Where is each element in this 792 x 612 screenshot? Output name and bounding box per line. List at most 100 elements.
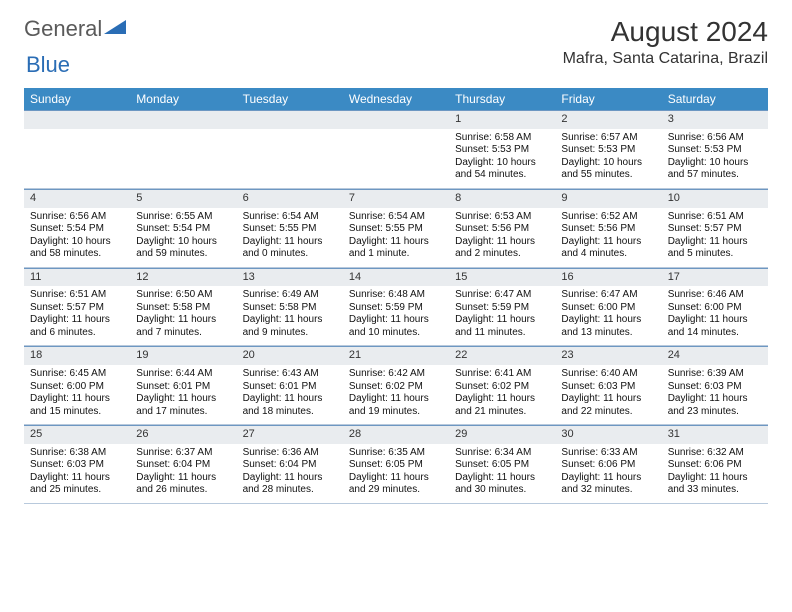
- daylight-text: Daylight: 10 hours and 57 minutes.: [668, 157, 762, 182]
- sunrise-text: Sunrise: 6:52 AM: [561, 211, 655, 224]
- day-cell: 14 Sunrise: 6:48 AMSunset: 5:59 PMDayligh…: [343, 267, 449, 346]
- day-cell: 2 Sunrise: 6:57 AMSunset: 5:53 PMDaylight…: [555, 110, 661, 188]
- daylight-text: Daylight: 11 hours and 1 minute.: [349, 236, 443, 261]
- week-row: 25Sunrise: 6:38 AMSunset: 6:03 PMDayligh…: [24, 425, 768, 504]
- daylight-text: Daylight: 11 hours and 10 minutes.: [349, 314, 443, 339]
- day-number: 22: [449, 346, 555, 365]
- daylight-text: Daylight: 11 hours and 14 minutes.: [668, 314, 762, 339]
- day-cell: 13Sunrise: 6:49 AMSunset: 5:58 PMDayligh…: [237, 267, 343, 346]
- day-number: [24, 110, 130, 129]
- sunset-text: Sunset: 6:06 PM: [668, 459, 762, 472]
- day-number: 2: [555, 110, 661, 129]
- day-number: 14: [343, 268, 449, 287]
- day-cell: 9Sunrise: 6:52 AMSunset: 5:56 PMDaylight…: [555, 188, 661, 267]
- day-details: Sunrise: 6:37 AMSunset: 6:04 PMDaylight:…: [136, 447, 230, 497]
- sunset-text: Sunset: 6:06 PM: [561, 459, 655, 472]
- daylight-text: Daylight: 11 hours and 17 minutes.: [136, 393, 230, 418]
- day-number: 8: [449, 189, 555, 208]
- day-cell: 22Sunrise: 6:41 AMSunset: 6:02 PMDayligh…: [449, 346, 555, 425]
- sunrise-text: Sunrise: 6:44 AM: [136, 368, 230, 381]
- day-details: Sunrise: 6:53 AMSunset: 5:56 PMDaylight:…: [455, 211, 549, 261]
- day-details: Sunrise: 6:47 AMSunset: 5:59 PMDaylight:…: [455, 289, 549, 339]
- day-cell: 16 Sunrise: 6:47 AMSunset: 6:00 PMDayligh…: [555, 267, 661, 346]
- sunrise-text: Sunrise: 6:40 AM: [561, 368, 655, 381]
- daylight-text: Daylight: 11 hours and 30 minutes.: [455, 472, 549, 497]
- day-number: 9: [555, 189, 661, 208]
- day-number: 21: [343, 346, 449, 365]
- day-number: 4: [24, 189, 130, 208]
- sunrise-text: Sunrise: 6:38 AM: [30, 447, 124, 460]
- sunset-text: Sunset: 5:56 PM: [455, 223, 549, 236]
- day-number: 6: [237, 189, 343, 208]
- day-details: Sunrise: 6:38 AMSunset: 6:03 PMDaylight:…: [30, 447, 124, 497]
- day-number: 16: [555, 268, 661, 287]
- sunrise-text: Sunrise: 6:51 AM: [30, 289, 124, 302]
- day-details: Sunrise: 6:42 AMSunset: 6:02 PMDaylight:…: [349, 368, 443, 418]
- daylight-text: Daylight: 10 hours and 54 minutes.: [455, 157, 549, 182]
- col-sunday: Sunday: [24, 88, 130, 110]
- day-details: Sunrise: 6:40 AMSunset: 6:03 PMDaylight:…: [561, 368, 655, 418]
- day-details: Sunrise: 6:36 AMSunset: 6:04 PMDaylight:…: [243, 447, 337, 497]
- day-details: Sunrise: 6:39 AMSunset: 6:03 PMDaylight:…: [668, 368, 762, 418]
- day-cell: 28Sunrise: 6:35 AMSunset: 6:05 PMDayligh…: [343, 425, 449, 504]
- day-details: Sunrise: 6:50 AMSunset: 5:58 PMDaylight:…: [136, 289, 230, 339]
- daylight-text: Daylight: 11 hours and 32 minutes.: [561, 472, 655, 497]
- day-details: Sunrise: 6:47 AMSunset: 6:00 PMDaylight:…: [561, 289, 655, 339]
- sunset-text: Sunset: 6:03 PM: [30, 459, 124, 472]
- day-cell: 29Sunrise: 6:34 AMSunset: 6:05 PMDayligh…: [449, 425, 555, 504]
- col-saturday: Saturday: [662, 88, 768, 110]
- daylight-text: Daylight: 11 hours and 6 minutes.: [30, 314, 124, 339]
- day-number: 25: [24, 425, 130, 444]
- day-number: 7: [343, 189, 449, 208]
- day-cell: 7Sunrise: 6:54 AMSunset: 5:55 PMDaylight…: [343, 188, 449, 267]
- sunrise-text: Sunrise: 6:39 AM: [668, 368, 762, 381]
- sunrise-text: Sunrise: 6:42 AM: [349, 368, 443, 381]
- day-cell: [237, 110, 343, 188]
- day-number: 12: [130, 268, 236, 287]
- day-number: 3: [662, 110, 768, 129]
- day-details: Sunrise: 6:58 AMSunset: 5:53 PMDaylight:…: [455, 132, 549, 182]
- day-cell: 10Sunrise: 6:51 AMSunset: 5:57 PMDayligh…: [662, 188, 768, 267]
- day-number: 20: [237, 346, 343, 365]
- daylight-text: Daylight: 11 hours and 2 minutes.: [455, 236, 549, 261]
- daylight-text: Daylight: 11 hours and 22 minutes.: [561, 393, 655, 418]
- daylight-text: Daylight: 11 hours and 21 minutes.: [455, 393, 549, 418]
- day-number: 30: [555, 425, 661, 444]
- sunset-text: Sunset: 5:57 PM: [668, 223, 762, 236]
- daylight-text: Daylight: 11 hours and 5 minutes.: [668, 236, 762, 261]
- day-details: Sunrise: 6:57 AMSunset: 5:53 PMDaylight:…: [561, 132, 655, 182]
- sunrise-text: Sunrise: 6:54 AM: [243, 211, 337, 224]
- logo-triangle-icon: [104, 16, 126, 42]
- sunset-text: Sunset: 5:53 PM: [455, 144, 549, 157]
- day-cell: [343, 110, 449, 188]
- daylight-text: Daylight: 11 hours and 33 minutes.: [668, 472, 762, 497]
- day-cell: 25 Sunrise: 6:38 AMSunset: 6:03 PMDayligh…: [24, 425, 130, 504]
- sunrise-text: Sunrise: 6:33 AM: [561, 447, 655, 460]
- sunset-text: Sunset: 5:54 PM: [136, 223, 230, 236]
- day-details: Sunrise: 6:33 AMSunset: 6:06 PMDaylight:…: [561, 447, 655, 497]
- day-number: 27: [237, 425, 343, 444]
- sunset-text: Sunset: 5:55 PM: [243, 223, 337, 236]
- sunset-text: Sunset: 6:01 PM: [243, 381, 337, 394]
- day-details: Sunrise: 6:44 AMSunset: 6:01 PMDaylight:…: [136, 368, 230, 418]
- sunset-text: Sunset: 6:00 PM: [561, 302, 655, 315]
- sunrise-text: Sunrise: 6:54 AM: [349, 211, 443, 224]
- week-row: 1Sunrise: 6:58 AMSunset: 5:53 PMDaylight…: [24, 110, 768, 188]
- day-details: Sunrise: 6:56 AMSunset: 5:54 PMDaylight:…: [30, 211, 124, 261]
- day-details: Sunrise: 6:48 AMSunset: 5:59 PMDaylight:…: [349, 289, 443, 339]
- day-details: Sunrise: 6:55 AMSunset: 5:54 PMDaylight:…: [136, 211, 230, 261]
- sunrise-text: Sunrise: 6:35 AM: [349, 447, 443, 460]
- sunrise-text: Sunrise: 6:32 AM: [668, 447, 762, 460]
- sunset-text: Sunset: 5:54 PM: [30, 223, 124, 236]
- day-number: 24: [662, 346, 768, 365]
- week-row: 4 Sunrise: 6:56 AMSunset: 5:54 PMDaylight…: [24, 188, 768, 267]
- day-cell: 26Sunrise: 6:37 AMSunset: 6:04 PMDayligh…: [130, 425, 236, 504]
- day-details: Sunrise: 6:49 AMSunset: 5:58 PMDaylight:…: [243, 289, 337, 339]
- day-details: Sunrise: 6:43 AMSunset: 6:01 PMDaylight:…: [243, 368, 337, 418]
- daylight-text: Daylight: 11 hours and 15 minutes.: [30, 393, 124, 418]
- day-details: Sunrise: 6:51 AMSunset: 5:57 PMDaylight:…: [30, 289, 124, 339]
- daylight-text: Daylight: 11 hours and 19 minutes.: [349, 393, 443, 418]
- sunset-text: Sunset: 5:56 PM: [561, 223, 655, 236]
- sunrise-text: Sunrise: 6:36 AM: [243, 447, 337, 460]
- day-details: Sunrise: 6:46 AMSunset: 6:00 PMDaylight:…: [668, 289, 762, 339]
